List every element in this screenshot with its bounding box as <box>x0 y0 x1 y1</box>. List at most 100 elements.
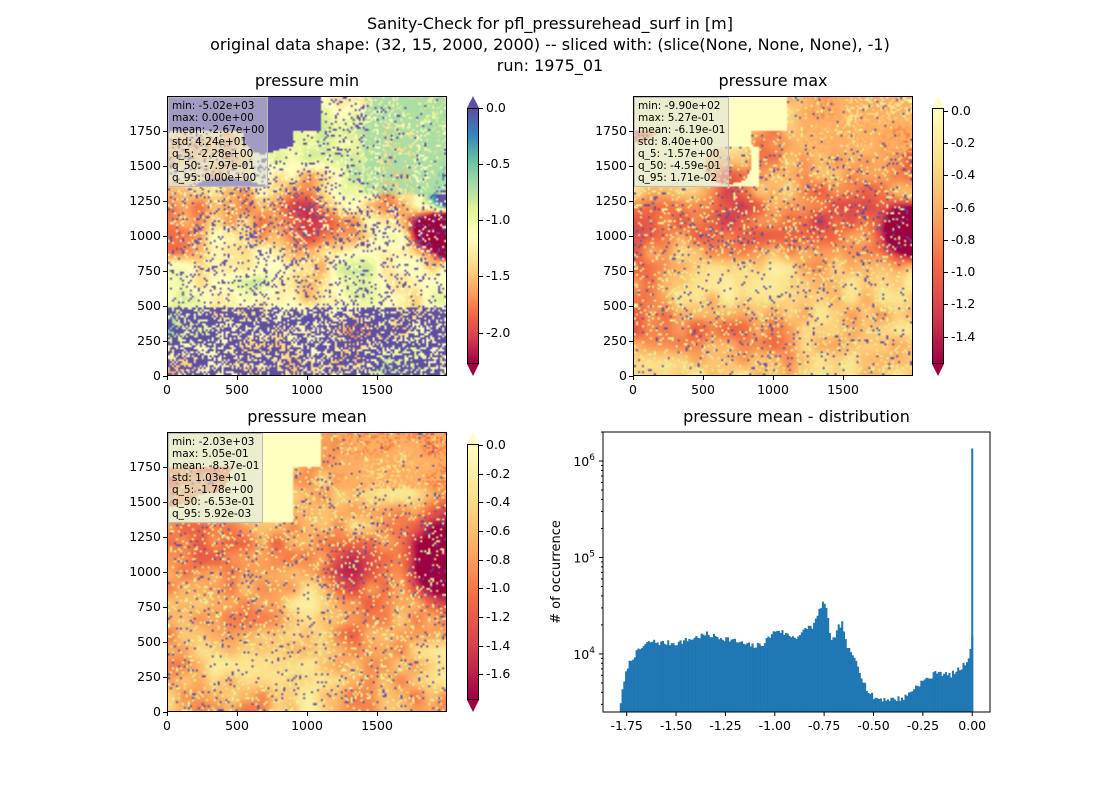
colorbar-tick-label: -1.0 <box>951 264 976 280</box>
colorbar-tick-mark <box>479 164 483 166</box>
y-tick-label: 500 <box>603 298 627 313</box>
histogram-bar <box>909 691 912 712</box>
histogram-bar <box>690 639 693 712</box>
histogram-y-label: # of occurrence <box>549 520 564 624</box>
y-tick-mark <box>163 467 167 468</box>
stats-line: std: 8.40e+00 <box>638 136 714 148</box>
histogram-bar <box>965 662 969 712</box>
colorbar-extend-bottom <box>467 700 479 712</box>
y-tick-mark <box>163 131 167 132</box>
histogram-bar <box>665 644 668 712</box>
stats-line: q_95: 1.71e-02 <box>638 172 718 184</box>
histogram-bar <box>939 671 942 712</box>
histogram-bar <box>830 639 833 712</box>
histogram-bar <box>653 639 656 712</box>
stats-box: min: -2.03e+03 max: 5.05e-01 mean: -8.37e-… <box>168 433 264 523</box>
histogram-y-tick-label: 106 <box>573 453 595 469</box>
y-tick-label: 1000 <box>129 228 161 243</box>
histogram-bar <box>726 637 730 712</box>
histogram-bar <box>865 690 868 712</box>
histogram-bar <box>760 645 763 712</box>
histogram-bar <box>872 699 875 712</box>
histogram-bar <box>864 682 867 712</box>
y-tick-mark <box>163 166 167 167</box>
y-tick-label: 1500 <box>595 158 627 173</box>
x-tick-mark <box>773 376 774 380</box>
x-tick-label: 1000 <box>757 382 789 397</box>
histogram-bar <box>621 689 624 712</box>
histogram-bar <box>960 669 963 712</box>
y-tick-label: 250 <box>137 669 161 684</box>
histogram-bar <box>920 680 923 712</box>
y-tick-label: 1500 <box>129 494 161 509</box>
histogram-bar <box>619 703 622 712</box>
histogram-y-tick-label: 104 <box>573 646 595 662</box>
colorbar-tick-mark <box>479 444 483 446</box>
histogram-bar <box>749 646 752 712</box>
histogram-bar <box>635 650 638 712</box>
stats-box: min: -5.02e+03 max: 0.00e+00 mean: -2.67e+… <box>168 97 269 187</box>
colorbar-tick-mark <box>479 332 483 334</box>
y-tick-label: 250 <box>603 333 627 348</box>
histogram-bar <box>707 634 710 712</box>
histogram-bar <box>943 673 946 712</box>
histogram-x-tick-label: -0.50 <box>857 718 889 733</box>
histogram-bar <box>630 660 633 712</box>
y-tick-label: 750 <box>603 263 627 278</box>
histogram-bar <box>841 621 844 712</box>
y-tick-mark <box>163 271 167 272</box>
histogram-bar <box>649 642 652 712</box>
histogram-bar <box>969 648 972 712</box>
histogram-bar <box>876 698 879 712</box>
histogram-bar <box>916 686 919 712</box>
colorbar <box>932 108 944 364</box>
histogram-bar <box>700 633 703 712</box>
histogram-bar <box>681 643 684 712</box>
histogram-bar <box>658 645 661 712</box>
y-tick-label: 1000 <box>129 564 161 579</box>
x-tick-mark <box>307 376 308 380</box>
histogram-bar <box>697 637 700 712</box>
histogram-bar <box>702 634 705 712</box>
histogram-bar <box>628 660 631 712</box>
y-tick-mark <box>629 376 633 377</box>
y-tick-mark <box>163 537 167 538</box>
stats-line: min: -5.02e+03 <box>172 100 255 112</box>
colorbar-tick-mark <box>479 616 483 618</box>
histogram-bar <box>957 667 960 712</box>
histogram-bar <box>728 641 731 712</box>
y-tick-mark <box>163 306 167 307</box>
histogram-bar <box>904 694 907 712</box>
histogram-bar <box>730 639 733 712</box>
histogram-bar <box>799 635 802 712</box>
stats-line: q_50: -6.53e-01 <box>172 496 255 508</box>
histogram-bar <box>741 641 744 712</box>
stats-line: std: 1.03e+01 <box>172 472 248 484</box>
histogram-bar <box>934 671 937 712</box>
colorbar-tick-label: -0.5 <box>486 156 511 172</box>
y-tick-mark <box>629 271 633 272</box>
histogram-bar <box>951 670 954 712</box>
histogram-bar <box>756 642 759 712</box>
stats-line: q_5: -1.57e+00 <box>638 148 720 160</box>
colorbar-tick-mark <box>479 502 483 504</box>
histogram-bar <box>672 643 675 712</box>
histogram-bar <box>823 603 826 712</box>
histogram-bar <box>925 677 928 712</box>
histogram-bar <box>844 639 847 712</box>
histogram-bar <box>964 665 967 712</box>
histogram-x-ticks: -1.75 -1.50 -1.25 -1.00 -0.75 -0.50 -0.25 0.00 <box>611 712 986 733</box>
histogram-bar <box>753 647 756 712</box>
histogram-bar <box>677 641 680 712</box>
colorbar-tick-mark <box>479 588 483 590</box>
colorbar-tick-mark <box>944 110 948 112</box>
colorbar-tick-label: -0.2 <box>486 465 511 481</box>
x-tick-mark <box>633 376 634 380</box>
histogram-bar <box>661 641 665 712</box>
histogram-bar <box>835 630 838 712</box>
histogram-bar <box>709 637 712 712</box>
histogram-bar <box>828 632 831 712</box>
histogram-bar <box>918 686 921 712</box>
histogram-bar <box>893 699 896 712</box>
histogram-bar <box>948 672 951 712</box>
